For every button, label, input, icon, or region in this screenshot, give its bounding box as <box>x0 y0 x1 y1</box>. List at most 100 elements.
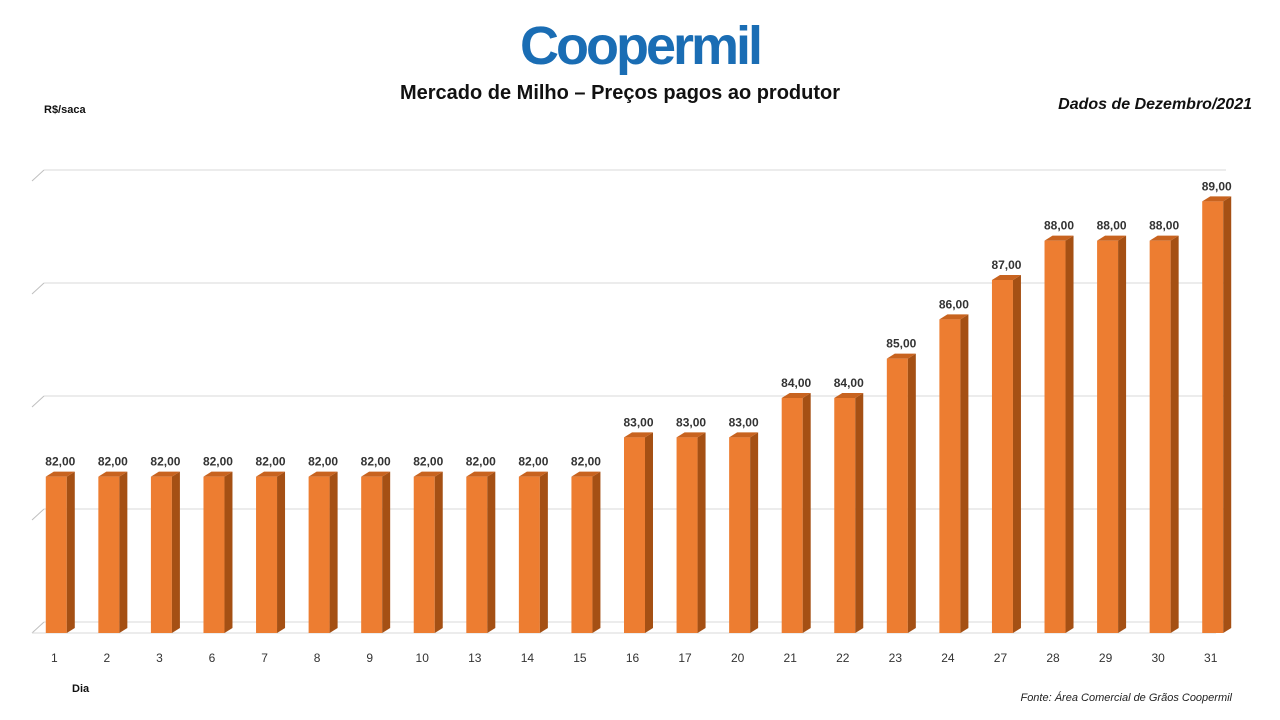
x-tick-label: 17 <box>678 651 692 665</box>
bar-top <box>203 471 233 477</box>
bar-top <box>1044 235 1074 241</box>
x-tick-label: 10 <box>416 651 430 665</box>
data-label: 82,00 <box>413 455 443 469</box>
bar-top <box>834 393 864 398</box>
data-label: 82,00 <box>203 455 233 469</box>
bar-top <box>98 471 128 477</box>
y-axis-label: R$/saca <box>44 104 86 116</box>
bar-top <box>518 471 548 477</box>
bar <box>256 476 278 633</box>
data-label: 82,00 <box>98 455 128 469</box>
bar <box>624 437 645 633</box>
bar <box>308 476 330 633</box>
bar <box>834 398 856 633</box>
bar <box>886 358 908 633</box>
x-tick-label: 14 <box>521 651 535 665</box>
bar-side <box>592 471 601 633</box>
data-label: 83,00 <box>729 415 759 429</box>
x-tick-label: 30 <box>1151 651 1165 665</box>
data-label: 83,00 <box>623 415 653 429</box>
bar <box>1097 240 1119 633</box>
x-tick-label: 21 <box>784 651 798 665</box>
bar-side <box>960 314 969 633</box>
bar-side <box>855 393 864 633</box>
coopermil-logo: Coopermil <box>520 16 763 76</box>
bar <box>781 398 803 633</box>
bar <box>203 476 225 633</box>
bar-side <box>907 353 916 633</box>
bar-top <box>886 353 916 359</box>
x-tick-label: 16 <box>626 651 640 665</box>
x-tick-label: 20 <box>731 651 745 665</box>
bar <box>361 476 383 633</box>
bar-side <box>1118 235 1127 633</box>
bar-side <box>119 471 128 633</box>
bar-top <box>991 275 1021 280</box>
gridline-stub <box>31 169 45 182</box>
gridline-stub <box>31 395 45 408</box>
bar-top <box>361 471 391 477</box>
data-label: 82,00 <box>308 455 338 469</box>
bar <box>1149 240 1171 633</box>
data-label: 82,00 <box>518 455 548 469</box>
gridline-stub <box>31 508 45 521</box>
source-note: Fonte: Área Comercial de Grãos Coopermil <box>1020 692 1232 704</box>
x-tick-label: 1 <box>51 651 58 665</box>
data-label: 82,00 <box>256 455 286 469</box>
bar <box>413 476 435 633</box>
bar <box>150 476 172 633</box>
bar-side <box>1170 235 1179 633</box>
bar <box>1202 201 1224 634</box>
bar-side <box>539 471 548 633</box>
bar-side <box>697 432 706 633</box>
bar-side <box>802 393 811 633</box>
data-label: 88,00 <box>1097 219 1127 233</box>
x-tick-label: 27 <box>994 651 1008 665</box>
bar-top <box>150 471 180 477</box>
bar-top <box>729 432 759 438</box>
data-label: 82,00 <box>466 455 496 469</box>
bar-side <box>382 471 391 633</box>
x-tick-label: 31 <box>1204 651 1218 665</box>
gridline-stub <box>31 621 45 634</box>
bar-side <box>750 432 759 633</box>
bar-side <box>224 471 233 633</box>
data-label: 82,00 <box>361 455 391 469</box>
bar-top <box>45 471 75 477</box>
x-tick-label: 28 <box>1046 651 1060 665</box>
bar-side <box>171 471 180 633</box>
bar-side <box>487 471 496 633</box>
bar-top <box>676 432 706 438</box>
bar-side <box>277 471 286 633</box>
bar-top <box>256 471 286 477</box>
bar-side <box>1065 235 1074 633</box>
bar-top <box>939 314 969 320</box>
data-label: 87,00 <box>991 258 1021 272</box>
bar-side <box>645 432 653 633</box>
bar-top <box>571 471 601 477</box>
bar-side <box>1223 196 1232 634</box>
bar <box>1044 240 1066 633</box>
bar-side <box>434 471 443 633</box>
bar-top <box>413 471 443 477</box>
x-tick-label: 8 <box>314 651 321 665</box>
bar <box>939 319 961 633</box>
bar <box>571 476 593 633</box>
data-label: 82,00 <box>571 455 601 469</box>
gridline-stub <box>31 282 45 295</box>
bar-side <box>1012 275 1021 633</box>
data-label: 84,00 <box>781 376 811 390</box>
data-label: 82,00 <box>45 455 75 469</box>
chart-title: Mercado de Milho – Preços pagos ao produ… <box>399 82 841 104</box>
bar-top <box>308 471 338 477</box>
data-label: 88,00 <box>1044 219 1074 233</box>
x-tick-label: 24 <box>941 651 955 665</box>
x-tick-label: 7 <box>261 651 268 665</box>
bar <box>991 280 1013 633</box>
bar-top <box>1149 235 1179 241</box>
data-label: 86,00 <box>939 297 969 311</box>
x-tick-label: 22 <box>836 651 850 665</box>
x-tick-label: 29 <box>1099 651 1113 665</box>
bar <box>729 437 751 633</box>
